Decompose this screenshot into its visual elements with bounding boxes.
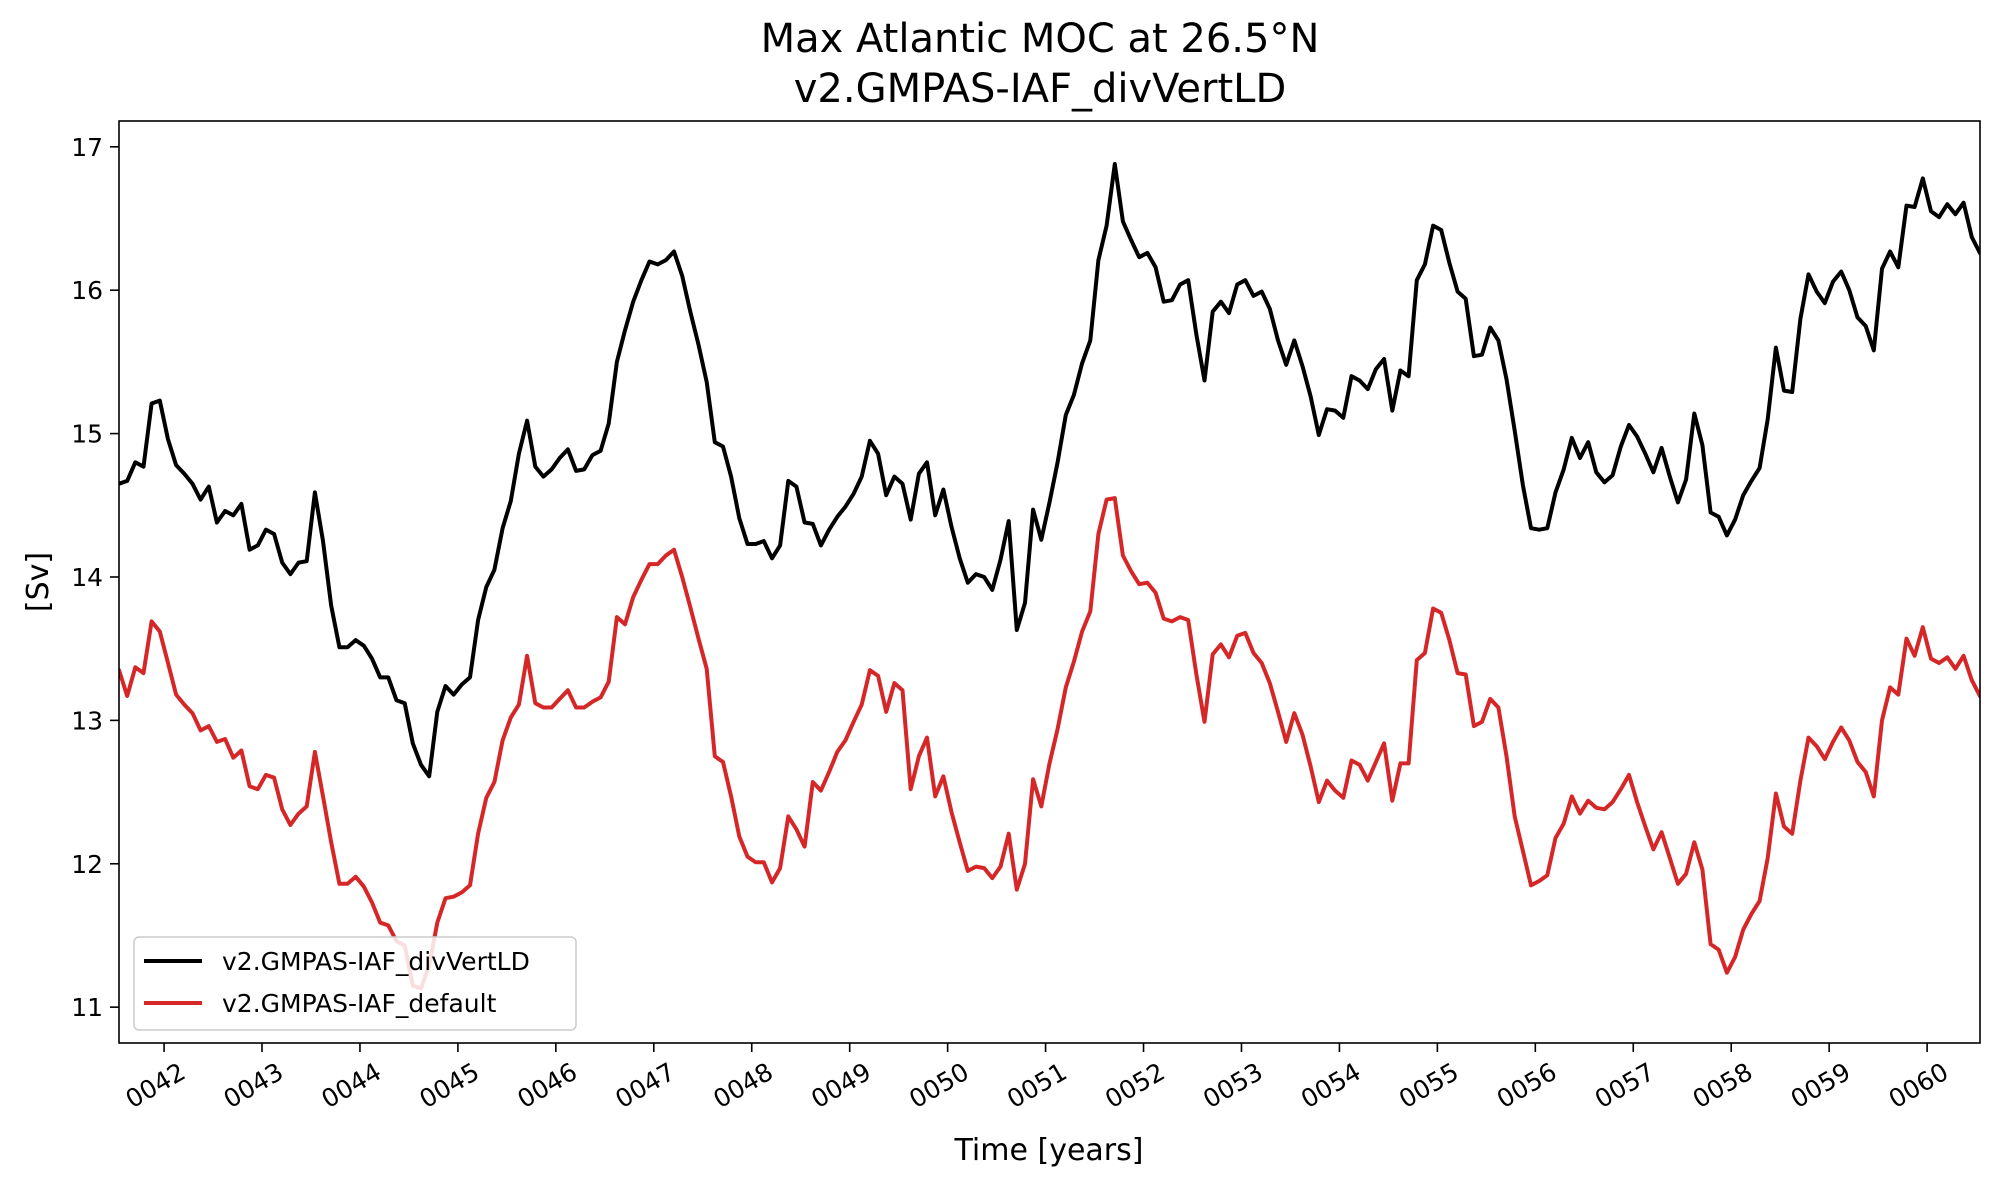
y-tick-label: 17 <box>71 133 103 162</box>
legend-label-default: v2.GMPAS-IAF_default <box>222 989 497 1018</box>
y-axis-label: [Sv] <box>21 552 56 612</box>
y-tick-label: 15 <box>71 420 103 449</box>
y-tick-label: 11 <box>71 993 103 1022</box>
chart-subtitle: v2.GMPAS-IAF_divVertLD <box>794 66 1287 112</box>
legend-box <box>133 936 577 1031</box>
y-tick-label: 16 <box>71 276 103 305</box>
series-line-divvertld <box>119 162 1980 779</box>
chart-title: Max Atlantic MOC at 26.5°N <box>761 16 1320 62</box>
legend: v2.GMPAS-IAF_divVertLD v2.GMPAS-IAF_defa… <box>133 936 577 1031</box>
y-tick-label: 14 <box>71 563 103 592</box>
plot-frame <box>118 120 1981 1044</box>
y-axis: 11 12 13 14 15 16 17 <box>71 133 119 1022</box>
x-axis-label: Time [years] <box>954 1133 1144 1168</box>
legend-label-divvertld: v2.GMPAS-IAF_divVertLD <box>222 947 530 976</box>
y-tick-label: 12 <box>71 850 103 879</box>
y-tick-label: 13 <box>71 706 103 735</box>
